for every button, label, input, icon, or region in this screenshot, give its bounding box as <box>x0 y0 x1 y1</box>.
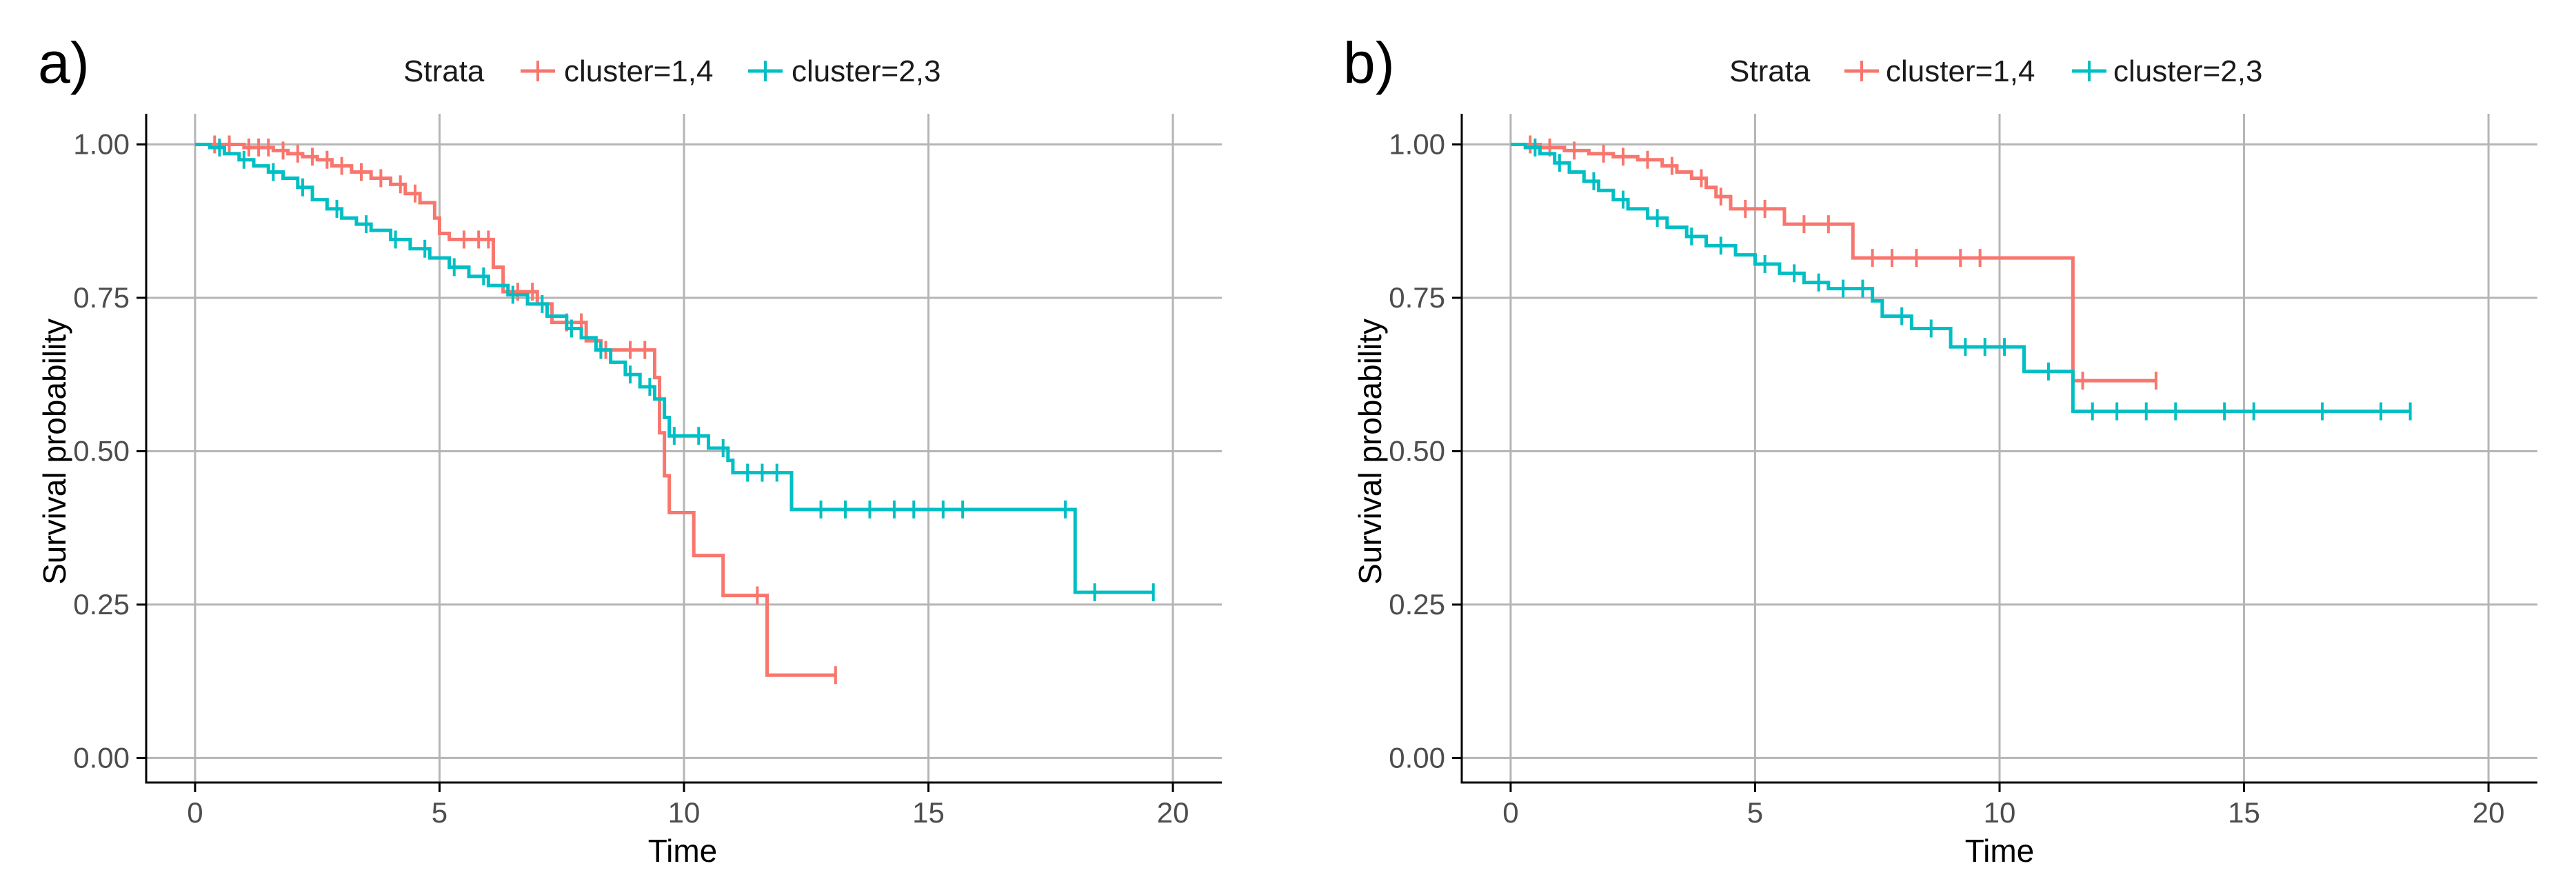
panel-a-y-tick-label-1: 1.00 <box>73 128 130 160</box>
panel-b-curve-cluster-14 <box>1510 142 2156 383</box>
panel-b-legend: Strata cluster=1,4 cluster=2,3 <box>1729 54 2262 88</box>
panel-b-x-tick-label-15: 15 <box>2228 796 2260 829</box>
panel-b-x-tick-labels: 0 5 10 15 20 <box>1502 796 2504 829</box>
panel-a-legend-title: Strata <box>403 54 485 88</box>
panel-b-x-tick-label-0: 0 <box>1502 796 1518 829</box>
panel-b-x-tick-label-20: 20 <box>2473 796 2505 829</box>
panel-a-x-axis-title: Time <box>648 833 718 869</box>
panel-a-x-tick-labels: 0 5 10 15 20 <box>187 796 1189 829</box>
panel-a-legend-entry-cluster-14: cluster=1,4 <box>564 54 713 88</box>
panel-b-y-tick-label-0-75: 0.75 <box>1389 281 1445 314</box>
panel-b-x-tick-label-5: 5 <box>1747 796 1763 829</box>
panel-a-x-tick-label-15: 15 <box>912 796 945 829</box>
panel-a-label: a) <box>38 30 90 95</box>
panel-a-x-tick-label-20: 20 <box>1157 796 1189 829</box>
panel-a-x-tick-label-0: 0 <box>187 796 203 829</box>
panel-b-y-axis-title: Survival probability <box>1352 319 1388 585</box>
panel-a-y-tick-label-0-25: 0.25 <box>73 588 130 620</box>
panel-b-curves <box>1510 135 2412 421</box>
panel-a-x-tick-label-5: 5 <box>432 796 447 829</box>
panel-b-y-tick-label-0-25: 0.25 <box>1389 588 1445 620</box>
panel-a-y-tick-label-0-75: 0.75 <box>73 281 130 314</box>
panel-b-legend-entry-cluster-14: cluster=1,4 <box>1886 54 2035 88</box>
panel-b-y-tick-labels: 0.00 0.25 0.50 0.75 1.00 <box>1389 128 1445 774</box>
panel-b-x-axis-title: Time <box>1965 833 2035 869</box>
panel-b-label: b) <box>1343 30 1395 95</box>
panel-b-legend-title: Strata <box>1729 54 1811 88</box>
panel-a-curve-cluster-14 <box>194 142 836 677</box>
panel-a-axes <box>137 114 1222 792</box>
panel-a-legend: Strata cluster=1,4 cluster=2,3 <box>403 54 940 88</box>
panel-a-curves <box>194 135 1155 685</box>
panel-a-y-tick-labels: 0.00 0.25 0.50 0.75 1.00 <box>73 128 130 774</box>
panel-a-x-tick-label-10: 10 <box>668 796 701 829</box>
panel-b-y-tick-label-0: 0.00 <box>1389 741 1445 774</box>
panel-b-legend-entry-cluster-23: cluster=2,3 <box>2113 54 2262 88</box>
panel-a: a) Strata cluster=1,4 cluster=2,3 0 5 10 15… <box>37 30 1222 869</box>
panel-a-gridlines <box>146 114 1222 783</box>
panel-b-y-tick-label-1: 1.00 <box>1389 128 1445 160</box>
panel-b-curve-cluster-23 <box>1510 142 2411 414</box>
panel-a-y-axis-title: Survival probability <box>37 319 72 585</box>
panel-b-x-tick-label-10: 10 <box>1984 796 2016 829</box>
panel-b-gridlines <box>1462 114 2537 783</box>
panel-b-y-tick-label-0-5: 0.50 <box>1389 434 1445 467</box>
panel-a-y-tick-label-0: 0.00 <box>73 741 130 774</box>
panel-a-curve-cluster-23 <box>194 142 1154 594</box>
panel-a-y-tick-label-0-5: 0.50 <box>73 434 130 467</box>
panel-a-legend-entry-cluster-23: cluster=2,3 <box>792 54 940 88</box>
panel-b: b) Strata cluster=1,4 cluster=2,3 0 5 10 15… <box>1343 30 2537 869</box>
panel-b-axes <box>1452 114 2537 792</box>
